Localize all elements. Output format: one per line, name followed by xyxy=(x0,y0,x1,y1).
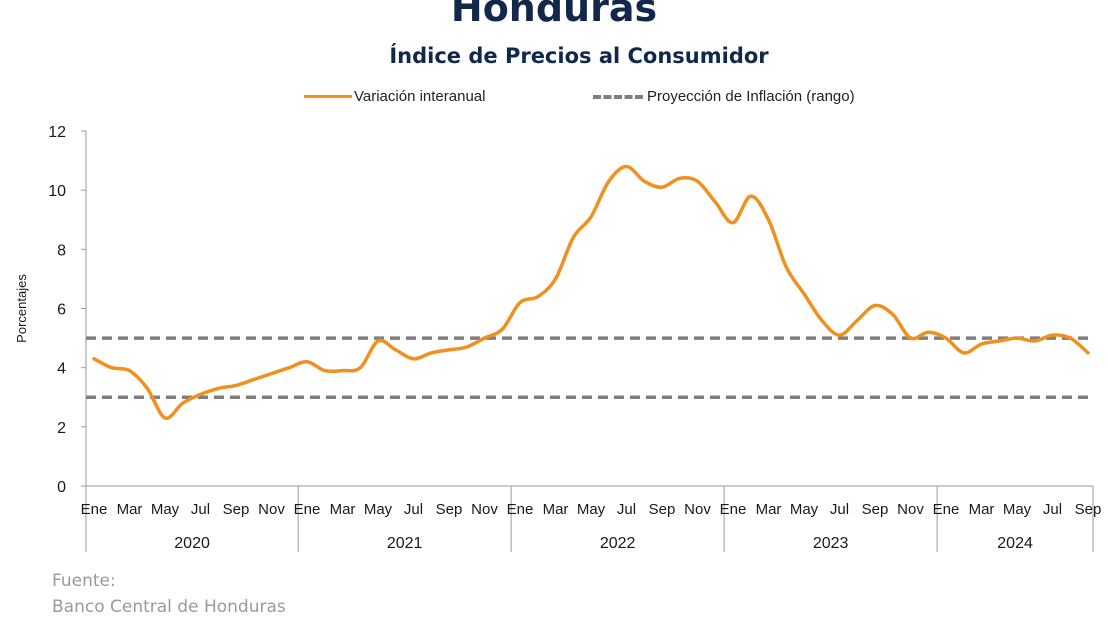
legend-range-swatch xyxy=(593,95,643,99)
legend-series-swatch xyxy=(304,95,352,98)
x-tick-label: Jul xyxy=(191,501,210,518)
series-line-variacion-interanual xyxy=(92,164,1090,420)
x-tick-label: Sep xyxy=(1075,501,1102,518)
x-tick-label: Jul xyxy=(1043,501,1062,518)
chart-subtitle: Índice de Precios al Consumidor xyxy=(389,44,769,68)
x-tick-label: Sep xyxy=(862,501,889,518)
x-tick-label: Nov xyxy=(258,501,285,518)
x-year-label: 2021 xyxy=(387,535,423,552)
x-tick-label: Mar xyxy=(330,501,356,518)
legend-series-label: Variación interanual xyxy=(354,88,486,105)
x-year-label: 2023 xyxy=(813,535,849,552)
y-tick-label: 6 xyxy=(57,302,66,319)
legend-range-label: Proyección de Inflación (rango) xyxy=(647,88,855,105)
x-tick-label: Nov xyxy=(684,501,711,518)
x-tick-label: Ene xyxy=(507,501,534,518)
x-tick-label: Nov xyxy=(897,501,924,518)
x-year-label: 2022 xyxy=(600,535,636,552)
y-tick-label: 12 xyxy=(48,124,66,141)
x-tick-label: Ene xyxy=(720,501,747,518)
x-year-label: 2024 xyxy=(997,535,1033,552)
y-tick-label: 4 xyxy=(57,361,66,378)
x-tick-label: May xyxy=(577,501,606,518)
y-tick-label: 8 xyxy=(57,242,66,259)
x-tick-label: May xyxy=(364,501,393,518)
x-tick-label: Jul xyxy=(404,501,423,518)
y-tick-label: 0 xyxy=(57,479,66,496)
x-tick-label: Mar xyxy=(756,501,782,518)
x-year-label: 2020 xyxy=(174,535,210,552)
x-tick-label: Ene xyxy=(81,501,108,518)
x-tick-label: Sep xyxy=(223,501,250,518)
x-tick-label: Mar xyxy=(969,501,995,518)
x-tick-label: Nov xyxy=(471,501,498,518)
x-tick-label: Jul xyxy=(830,501,849,518)
x-tick-label: Jul xyxy=(617,501,636,518)
x-tick-label: May xyxy=(1003,501,1032,518)
x-tick-label: Ene xyxy=(294,501,321,518)
x-tick-label: May xyxy=(790,501,819,518)
y-axis-label: Porcentajes xyxy=(14,274,29,343)
source-label: Fuente: xyxy=(52,571,116,591)
x-tick-label: Sep xyxy=(649,501,676,518)
x-tick-label: Mar xyxy=(543,501,569,518)
x-tick-label: Sep xyxy=(436,501,463,518)
x-tick-label: Ene xyxy=(933,501,960,518)
x-tick-label: May xyxy=(151,501,180,518)
source-text: Banco Central de Honduras xyxy=(52,597,286,617)
x-tick-label: Mar xyxy=(117,501,143,518)
y-tick-label: 10 xyxy=(48,183,66,200)
y-tick-label: 2 xyxy=(57,420,66,437)
chart-title: Honduras xyxy=(450,0,658,30)
